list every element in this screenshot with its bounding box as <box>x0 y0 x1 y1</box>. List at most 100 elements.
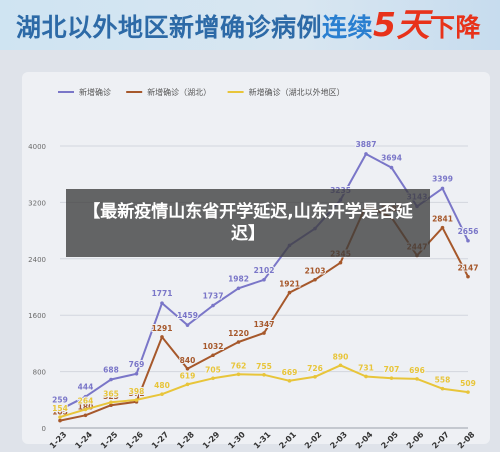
data-point-1 <box>313 277 317 282</box>
data-point-1 <box>262 331 266 335</box>
data-label-1: 1291 <box>152 324 173 333</box>
data-point-2 <box>58 415 62 419</box>
y-tick-label: 4000 <box>28 143 46 151</box>
data-label-2: 696 <box>409 366 425 375</box>
data-point-2 <box>287 379 292 383</box>
article-headline-text: 【最新疫情山东省开学延迟,山东开学是否延迟】 <box>83 202 413 244</box>
x-tick-label: 1-27 <box>150 430 171 451</box>
data-label-0: 1459 <box>177 311 198 320</box>
data-label-2: 890 <box>333 352 349 361</box>
data-label-0: 2656 <box>458 227 479 236</box>
x-tick-label: 2-08 <box>456 430 477 451</box>
data-label-2: 365 <box>103 389 119 398</box>
data-point-2 <box>364 374 368 379</box>
data-point-2 <box>134 398 139 402</box>
data-label-2: 762 <box>231 361 247 370</box>
data-point-1 <box>338 260 343 265</box>
data-point-0 <box>236 286 241 291</box>
data-label-0: 688 <box>103 365 119 374</box>
chart-title: 湖北以外地区新增确诊病例连续5天下降 <box>16 6 481 44</box>
x-tick-label: 1-26 <box>124 430 145 451</box>
x-tick-label: 1-30 <box>226 430 247 451</box>
legend-label-1: 新增确诊（湖北） <box>147 87 211 97</box>
title-part3: 5天 <box>373 5 430 44</box>
data-point-0 <box>58 407 62 412</box>
data-label-1: 105 <box>52 408 68 417</box>
data-point-0 <box>83 394 88 399</box>
data-point-0 <box>109 377 113 382</box>
data-label-1: 2147 <box>458 264 479 273</box>
data-label-2: 558 <box>435 376 451 385</box>
data-label-1: 180 <box>78 402 94 411</box>
data-point-2 <box>466 390 470 394</box>
data-point-2 <box>440 386 445 391</box>
x-tick-label: 2-01 <box>277 430 298 451</box>
x-tick-label: 1-29 <box>201 430 222 451</box>
data-point-0 <box>466 238 470 243</box>
x-tick-label: 1-24 <box>73 430 94 451</box>
data-label-0: 3887 <box>356 140 377 149</box>
data-point-2 <box>160 392 164 396</box>
data-point-2 <box>236 372 241 377</box>
data-label-2: 264 <box>78 396 94 405</box>
data-point-0 <box>389 165 394 170</box>
legend-label-0: 新增确诊 <box>79 87 111 97</box>
data-point-0 <box>185 323 190 327</box>
data-point-2 <box>185 382 190 387</box>
data-point-0 <box>211 303 215 308</box>
data-label-1: 371 <box>129 389 145 398</box>
x-tick-label: 2-04 <box>354 430 375 451</box>
data-point-1 <box>83 413 88 418</box>
data-point-1 <box>287 290 292 295</box>
data-point-2 <box>211 376 215 381</box>
data-label-2: 755 <box>256 362 272 371</box>
data-point-2 <box>338 363 343 368</box>
title-part2: 连续 <box>322 13 374 42</box>
title-part1: 湖北以外地区新增确诊病例 <box>16 13 323 42</box>
data-label-2: 669 <box>282 368 298 377</box>
data-point-2 <box>389 376 394 380</box>
x-tick-label: 1-23 <box>48 430 69 451</box>
data-point-1 <box>160 335 164 339</box>
data-point-2 <box>313 375 317 379</box>
x-tick-label: 2-03 <box>328 430 349 451</box>
y-tick-label: 3200 <box>28 199 46 207</box>
data-point-1 <box>236 340 241 344</box>
data-label-0: 769 <box>129 360 145 369</box>
data-label-1: 1347 <box>254 320 275 329</box>
y-tick-label: 2400 <box>28 256 46 264</box>
data-point-1 <box>440 225 445 230</box>
data-label-0: 259 <box>52 396 68 405</box>
data-point-1 <box>466 274 470 279</box>
data-point-0 <box>440 186 445 191</box>
chart-panel <box>22 72 490 444</box>
data-label-1: 840 <box>180 356 196 365</box>
x-tick-label: 2-07 <box>430 430 451 451</box>
x-tick-label: 2-06 <box>405 430 426 451</box>
data-label-2: 619 <box>180 371 196 380</box>
data-label-2: 509 <box>460 379 476 388</box>
data-label-2: 707 <box>384 365 400 374</box>
legend-label-2: 新增确诊（湖北以外地区） <box>249 87 345 97</box>
data-label-0: 1737 <box>203 292 224 301</box>
data-point-2 <box>83 407 88 412</box>
y-tick-label: 1600 <box>28 312 46 320</box>
data-label-0: 1982 <box>228 274 249 283</box>
data-point-2 <box>109 400 113 405</box>
x-tick-label: 2-02 <box>303 430 324 451</box>
data-point-1 <box>58 418 62 423</box>
header-banner: 湖北以外地区新增确诊病例连续5天下降 <box>0 0 500 50</box>
data-point-2 <box>415 377 419 381</box>
data-label-1: 2103 <box>305 267 326 276</box>
data-point-0 <box>364 152 368 156</box>
data-label-0: 1771 <box>152 289 173 298</box>
data-point-0 <box>160 301 164 305</box>
article-headline-overlay[interactable]: 【最新疫情山东省开学延迟,山东开学是否延迟】 <box>66 189 430 257</box>
data-point-1 <box>211 353 215 358</box>
data-label-0: 3694 <box>381 154 402 163</box>
data-label-2: 726 <box>307 364 323 373</box>
data-label-1: 1220 <box>228 329 249 338</box>
data-point-1 <box>185 366 190 371</box>
data-label-1: 1921 <box>279 280 300 289</box>
data-label-0: 2102 <box>254 266 275 275</box>
